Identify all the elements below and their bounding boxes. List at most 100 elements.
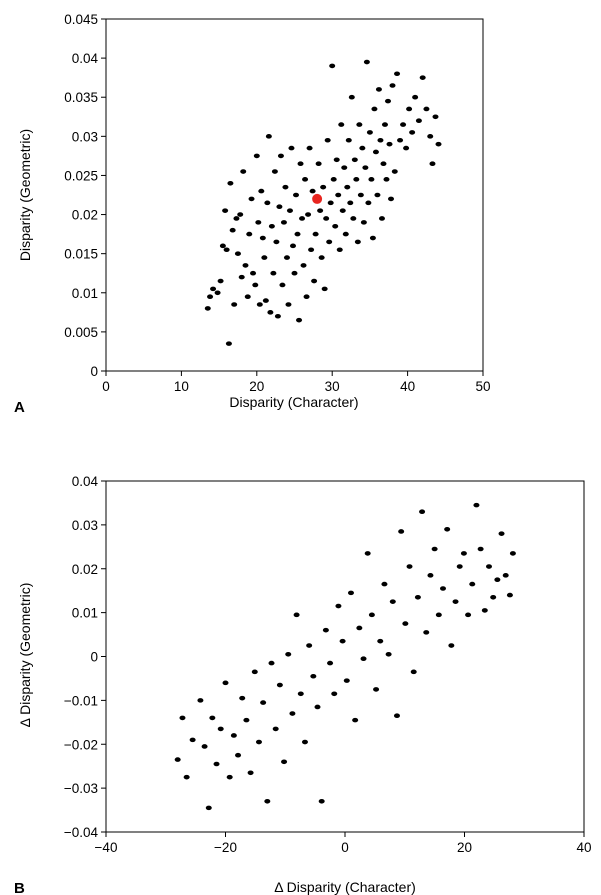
data-point-b: [494, 577, 501, 583]
x-tick-label-a: 10: [174, 379, 189, 394]
data-point-b: [414, 594, 421, 600]
data-point-a: [293, 192, 300, 198]
x-tick-label-b: 40: [576, 840, 591, 855]
data-point-a: [248, 196, 255, 202]
data-point-a: [356, 122, 363, 127]
data-point-a: [274, 313, 281, 319]
data-point-a: [256, 302, 263, 307]
data-point-a: [344, 184, 351, 190]
data-point-a: [250, 270, 257, 276]
data-point-a: [400, 122, 407, 127]
data-point-a: [273, 239, 280, 245]
data-point-b: [174, 757, 181, 762]
data-point-a: [255, 220, 262, 225]
data-point-b: [235, 752, 242, 758]
x-tick-label-b: −40: [95, 840, 118, 855]
data-point-b: [469, 581, 476, 587]
data-point-a: [282, 184, 289, 190]
data-point-a: [372, 149, 379, 155]
y-tick-label-a: 0.025: [64, 168, 98, 183]
data-point-a: [299, 216, 306, 221]
data-point-b: [306, 643, 313, 648]
data-point-a: [271, 169, 278, 174]
data-point-a: [233, 216, 240, 221]
data-point-a: [265, 134, 272, 139]
highlight-point-a: [312, 193, 323, 204]
data-point-a: [234, 251, 241, 256]
y-tick-label-a: 0.045: [64, 12, 98, 27]
data-point-a: [276, 204, 283, 210]
data-point-a: [335, 192, 342, 198]
data-point-a: [312, 231, 319, 237]
data-point-a: [415, 118, 422, 123]
y-tick-label-b: 0.01: [72, 606, 98, 621]
data-point-b: [356, 625, 363, 631]
data-point-b: [506, 592, 513, 598]
data-point-b: [389, 599, 396, 604]
data-point-a: [338, 122, 345, 127]
data-point-b: [255, 739, 262, 745]
data-point-a: [229, 227, 236, 233]
data-point-a: [311, 278, 318, 284]
data-point-b: [398, 529, 405, 534]
data-point-a: [294, 231, 301, 237]
data-point-a: [261, 255, 268, 260]
panel-b: B Δ Disparity (Character) Δ Disparity (G…: [14, 474, 592, 895]
data-point-b: [439, 586, 446, 591]
data-point-a: [341, 165, 348, 170]
x-axis-label-b: Δ Disparity (Character): [274, 879, 416, 895]
y-tick-label-b: 0: [90, 650, 98, 665]
data-point-b: [285, 652, 292, 657]
data-point-a: [394, 71, 401, 77]
data-point-a: [306, 145, 313, 151]
data-point-b: [477, 546, 484, 552]
data-point-b: [268, 660, 275, 666]
data-point-a: [321, 286, 328, 292]
data-point-a: [326, 239, 333, 245]
data-point-b: [402, 621, 409, 626]
data-point-a: [237, 212, 244, 217]
data-point-b: [368, 612, 375, 618]
data-point-b: [502, 573, 509, 578]
x-tick-label-a: 0: [102, 379, 110, 394]
data-point-a: [279, 282, 286, 288]
data-point-b: [289, 711, 296, 716]
data-point-a: [371, 106, 378, 112]
data-point-a: [357, 192, 364, 198]
y-tick-label-b: −0.01: [64, 693, 98, 708]
data-point-a: [388, 196, 395, 202]
data-point-a: [336, 247, 343, 253]
data-point-b: [456, 564, 463, 569]
data-point-a: [286, 208, 293, 213]
data-point-a: [231, 302, 238, 307]
data-point-b: [377, 638, 384, 644]
data-point-b: [381, 581, 388, 587]
data-point-b: [226, 774, 233, 780]
data-point-a: [219, 243, 226, 249]
data-point-a: [238, 274, 245, 280]
data-point-b: [364, 551, 371, 556]
plot-frame-a: [105, 18, 484, 372]
data-point-a: [327, 200, 334, 206]
data-point-b: [481, 608, 488, 613]
data-point-b: [406, 564, 413, 569]
data-point-a: [297, 161, 304, 167]
data-point-b: [301, 739, 308, 745]
data-point-a: [262, 298, 269, 303]
data-point-a: [427, 134, 434, 139]
data-point-b: [452, 599, 459, 604]
data-point-a: [432, 114, 439, 120]
data-point-a: [308, 247, 315, 253]
y-tick-label-b: −0.03: [64, 781, 98, 796]
x-ticks-a: 0 10 20 30 40 50: [102, 371, 491, 394]
data-point-b: [197, 698, 204, 703]
data-point-b: [314, 704, 321, 710]
data-point-a: [223, 247, 230, 253]
data-point-a: [374, 192, 381, 198]
data-point-a: [323, 216, 330, 221]
data-point-a: [253, 153, 260, 159]
data-point-a: [315, 161, 322, 167]
data-point-b: [230, 733, 237, 738]
data-point-a: [252, 282, 259, 288]
data-point-b: [410, 669, 417, 675]
